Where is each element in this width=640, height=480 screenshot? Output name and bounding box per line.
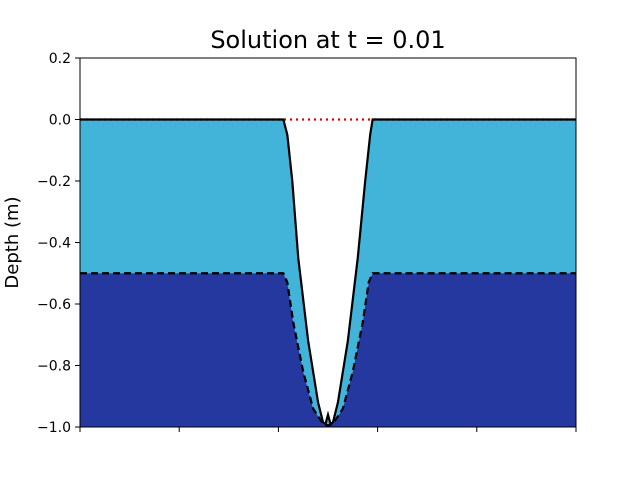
upper-layer-fill xyxy=(80,119,576,426)
y-tick-label: −1.0 xyxy=(37,420,71,436)
y-tick-label: 0.0 xyxy=(49,113,71,129)
y-tick-label: −0.4 xyxy=(37,236,71,252)
free-surface-solid-line xyxy=(80,118,576,426)
y-tick-label: −0.6 xyxy=(37,297,71,313)
lower-layer-fill xyxy=(80,273,576,427)
y-axis-label: Depth (m) xyxy=(2,196,23,288)
chart-title: Solution at t = 0.01 xyxy=(210,26,445,54)
axis-ticks: 0.2 0.0 −0.2 −0.4 −0.6 −0.8 −1.0 xyxy=(37,51,577,436)
plot-area xyxy=(79,57,577,428)
y-tick-label: 0.2 xyxy=(49,51,71,67)
y-tick-label: −0.8 xyxy=(37,359,71,375)
y-tick-label: −0.2 xyxy=(37,174,71,190)
